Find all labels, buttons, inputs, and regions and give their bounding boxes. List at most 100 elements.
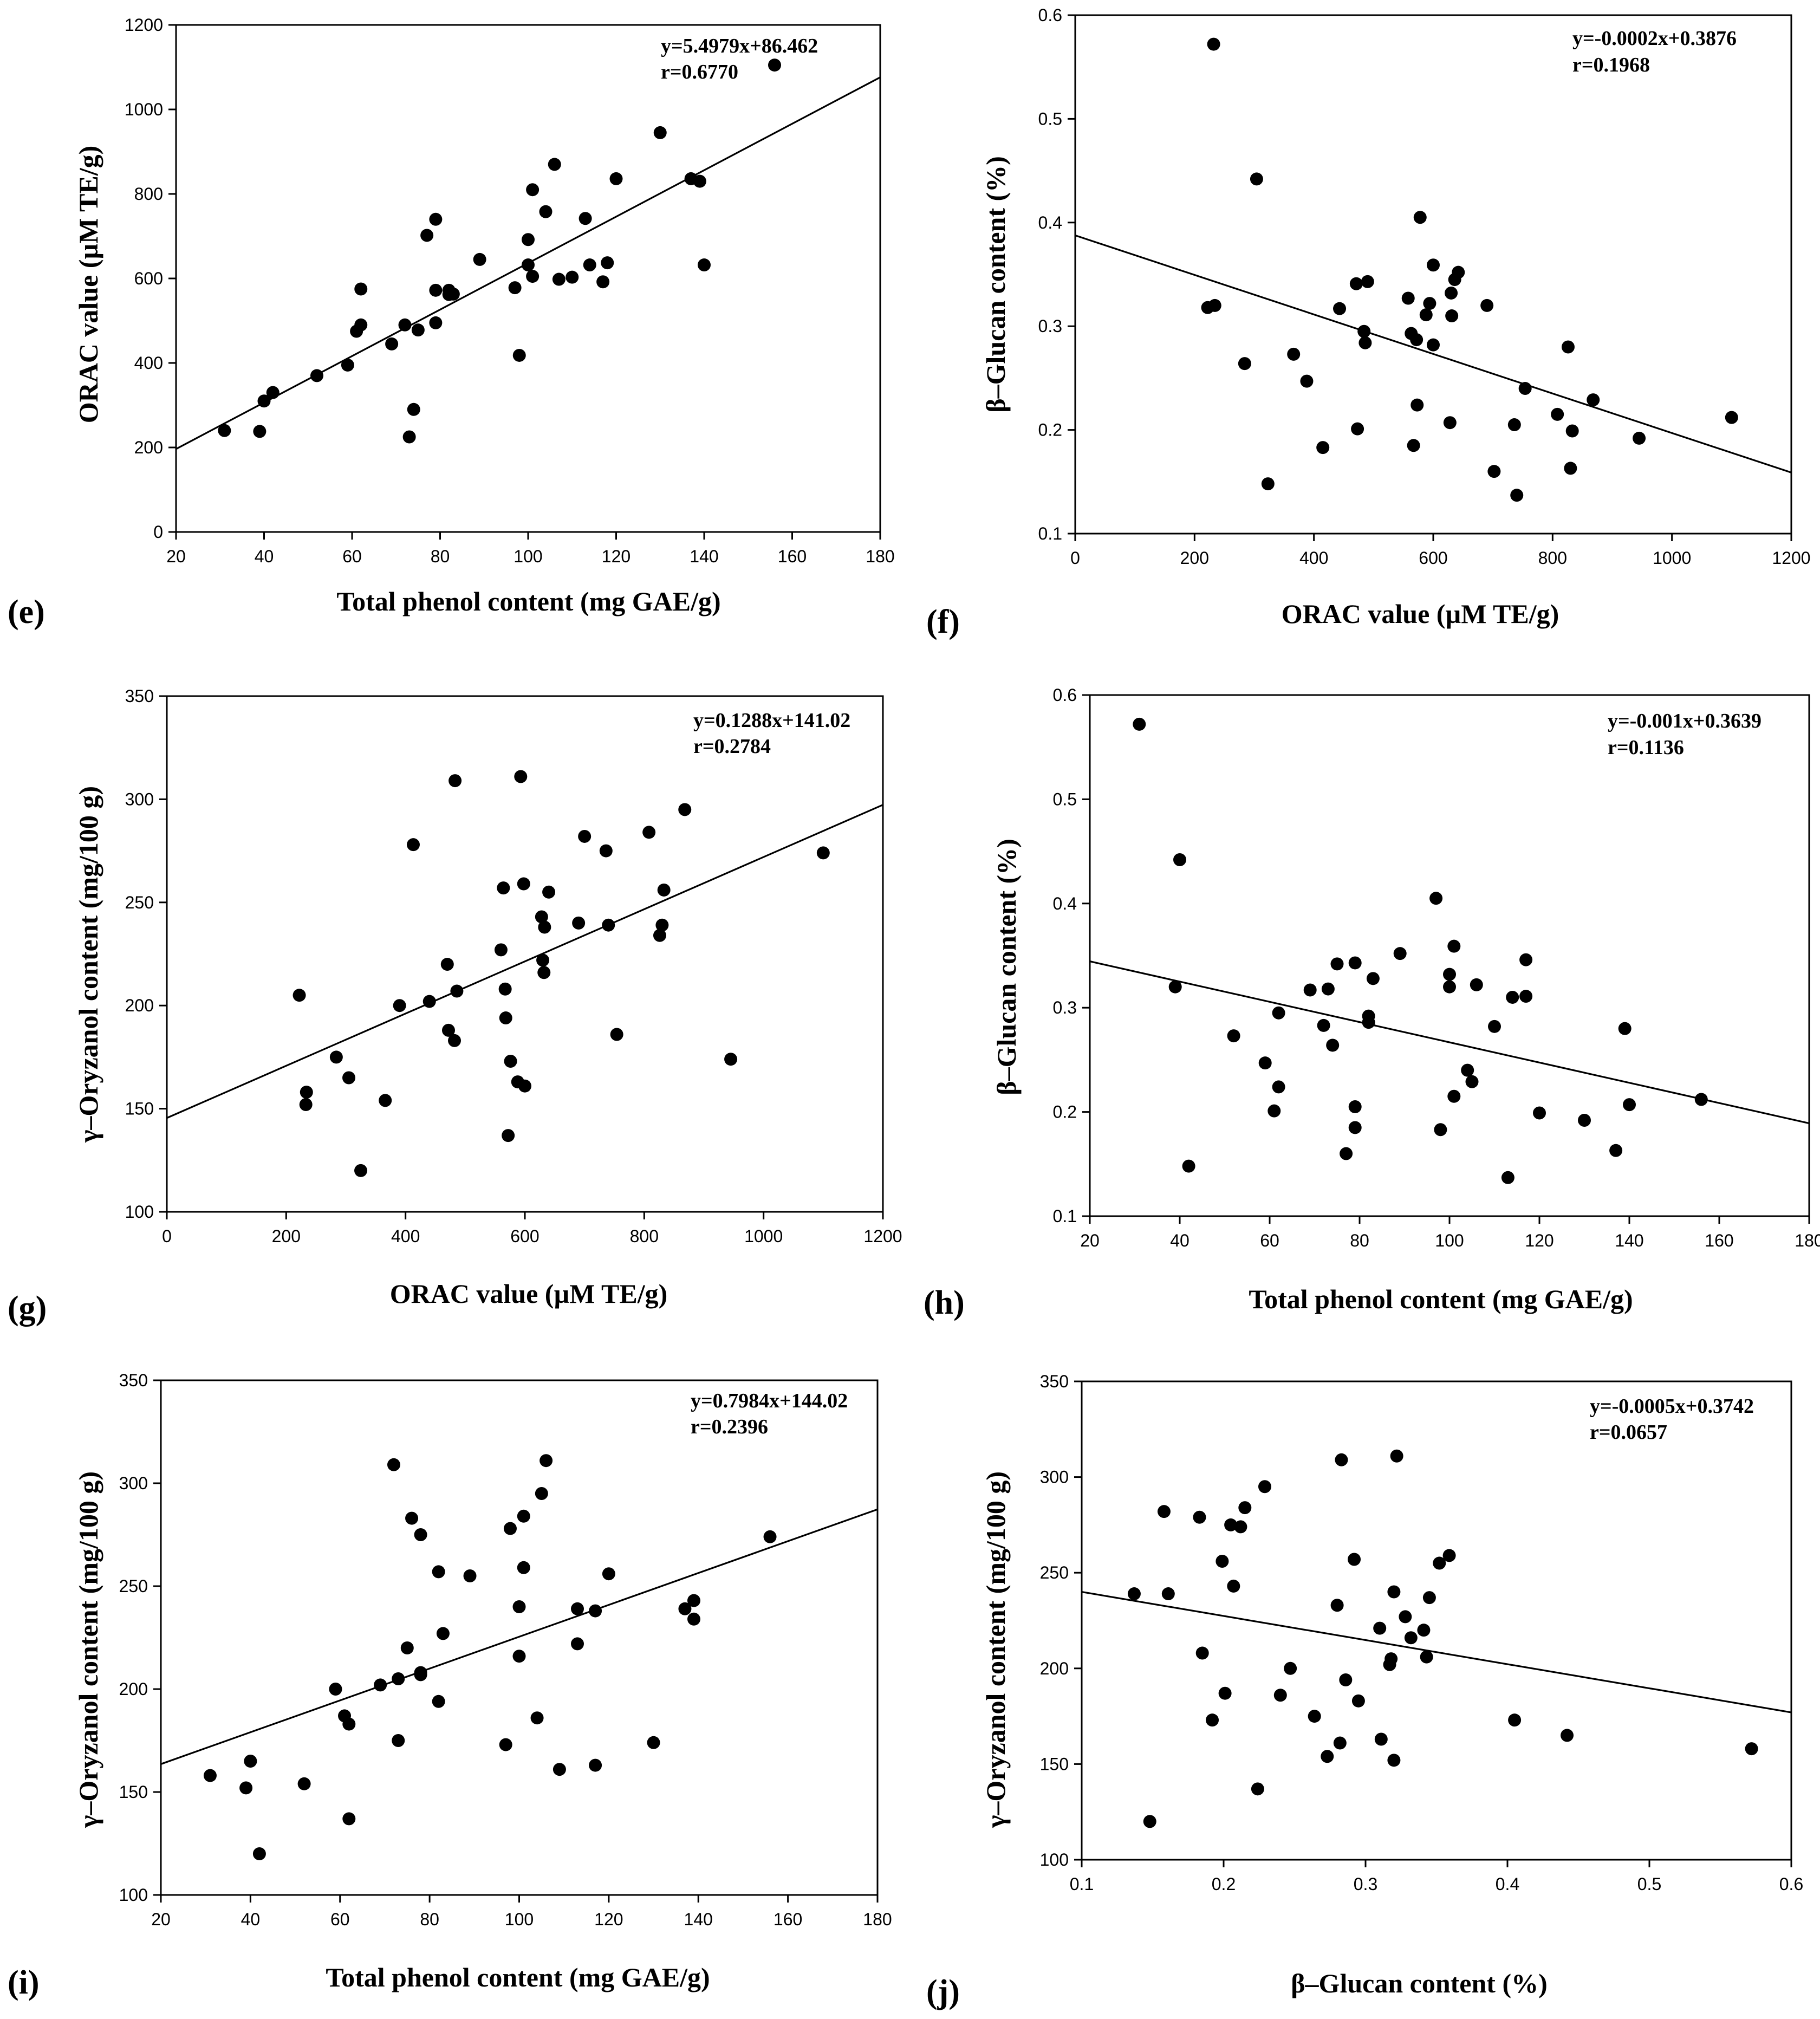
data-point — [1387, 1754, 1401, 1767]
y-tick-label: 200 — [134, 438, 163, 457]
data-point — [1351, 1694, 1365, 1708]
data-point — [1745, 1742, 1758, 1756]
regression-line — [1081, 1590, 1792, 1713]
data-point — [1357, 324, 1371, 338]
correlation-coefficient: r=0.2396 — [691, 1416, 768, 1438]
data-point — [570, 1602, 584, 1615]
data-point — [406, 838, 420, 852]
regression-equation: y=5.4979x+86.462 — [661, 35, 818, 57]
panel-label: (h) — [924, 1284, 965, 1321]
x-tick-label: 80 — [420, 1910, 439, 1929]
data-point — [420, 229, 434, 242]
data-point — [429, 316, 443, 329]
data-point — [1321, 982, 1335, 996]
data-point — [1507, 418, 1521, 432]
data-point — [1321, 1750, 1334, 1763]
data-point — [1238, 1501, 1252, 1515]
x-tick-label: 180 — [1795, 1231, 1820, 1250]
data-point — [1565, 424, 1579, 438]
plot-frame — [1074, 14, 1792, 535]
data-point — [1510, 489, 1524, 502]
data-point — [508, 281, 522, 295]
x-tick-label: 60 — [342, 547, 362, 566]
y-axis-title: γ–Oryzanol content (mg/100 g) — [73, 786, 103, 1143]
data-point — [602, 1567, 615, 1581]
data-point — [342, 1717, 356, 1731]
y-tick-label: 150 — [125, 1099, 154, 1119]
data-point — [1404, 1631, 1418, 1645]
data-point — [1587, 393, 1600, 407]
data-point — [1362, 1016, 1375, 1029]
data-point — [1161, 1587, 1175, 1601]
data-point — [1261, 477, 1275, 491]
data-point — [1447, 939, 1461, 953]
data-point — [498, 982, 512, 996]
data-point — [354, 282, 368, 296]
x-tick-label: 200 — [272, 1226, 301, 1246]
data-point — [1182, 1159, 1195, 1173]
data-point — [239, 1781, 253, 1795]
y-tick-label: 350 — [1040, 1372, 1069, 1391]
data-point — [1443, 968, 1456, 981]
y-tick-label: 300 — [1040, 1468, 1069, 1487]
data-point — [602, 918, 615, 932]
data-point — [763, 1530, 777, 1543]
data-point — [530, 1711, 544, 1725]
data-point — [432, 1565, 445, 1579]
panel-label: (j) — [926, 1973, 960, 2010]
data-point — [1193, 1510, 1206, 1524]
data-point — [1335, 1453, 1348, 1466]
scatter-panel-g: (g) ORAC value (µM TE/g) γ–Oryzanol cont… — [8, 686, 902, 1327]
data-point — [1227, 1579, 1240, 1593]
data-point — [1216, 1555, 1229, 1568]
data-point — [537, 966, 551, 979]
data-point — [1423, 297, 1436, 310]
data-point — [609, 172, 623, 185]
x-tick-label: 0.3 — [1354, 1874, 1377, 1894]
x-tick-label: 120 — [1525, 1231, 1554, 1250]
data-point — [1333, 1736, 1347, 1750]
data-point — [1725, 411, 1738, 424]
data-point — [310, 369, 323, 382]
y-tick-label: 150 — [119, 1782, 148, 1802]
regression-equation: y=0.7984x+144.02 — [691, 1390, 848, 1412]
regression-line — [160, 1508, 878, 1765]
data-point — [552, 1763, 566, 1776]
data-point — [1410, 398, 1424, 412]
data-point — [400, 1641, 414, 1654]
data-point — [657, 883, 671, 897]
data-point — [518, 1079, 531, 1093]
data-point — [1258, 1056, 1272, 1070]
data-point — [218, 424, 231, 437]
data-point — [1578, 1113, 1591, 1127]
x-axis-title: Total phenol content (mg GAE/g) — [1249, 1284, 1633, 1314]
y-tick-label: 100 — [1040, 1850, 1069, 1869]
data-point — [1330, 1599, 1344, 1612]
x-tick-label: 140 — [690, 547, 718, 566]
x-tick-label: 180 — [863, 1910, 892, 1929]
data-point — [473, 252, 486, 266]
data-point — [1443, 980, 1456, 994]
data-point — [552, 272, 566, 286]
data-point — [1461, 1063, 1474, 1077]
data-point — [446, 287, 460, 301]
data-point — [724, 1053, 738, 1066]
data-point — [297, 1777, 311, 1790]
data-point — [693, 174, 706, 188]
y-tick-label: 300 — [125, 789, 154, 809]
y-tick-label: 0.3 — [1038, 316, 1062, 336]
data-point — [596, 275, 610, 289]
data-point — [514, 770, 528, 783]
data-point — [517, 877, 530, 891]
y-tick-label: 0.6 — [1053, 685, 1077, 705]
data-point — [1427, 338, 1440, 352]
data-point — [572, 916, 586, 930]
data-point — [502, 1129, 515, 1142]
y-tick-label: 200 — [1040, 1659, 1069, 1678]
x-tick-label: 20 — [166, 547, 186, 566]
data-point — [1488, 1020, 1501, 1033]
data-point — [1330, 957, 1344, 971]
data-point — [583, 258, 596, 272]
x-tick-label: 40 — [241, 1910, 261, 1929]
data-point — [687, 1612, 700, 1626]
